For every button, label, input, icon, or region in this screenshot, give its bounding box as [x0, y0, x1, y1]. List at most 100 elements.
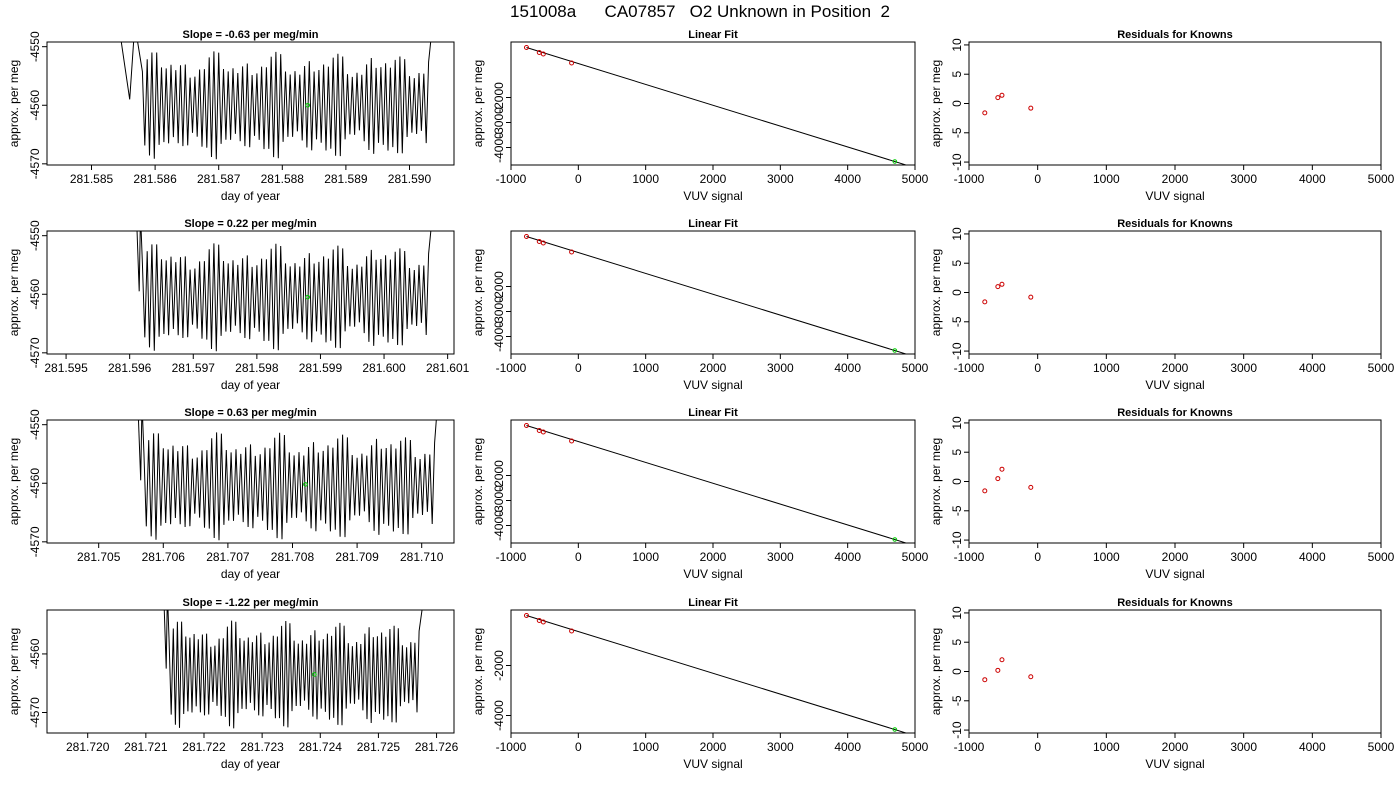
x-tick-label: -1000 — [954, 172, 985, 186]
plot-area — [137, 420, 437, 541]
x-tick-label: 5000 — [902, 361, 929, 375]
known-point — [536, 50, 542, 55]
known-point — [536, 239, 542, 244]
y-tick-label: -4550 — [28, 409, 42, 440]
x-tick-label: 0 — [1034, 361, 1041, 375]
x-tick-label: 3000 — [1230, 550, 1257, 564]
x-tick-label: 5000 — [902, 740, 929, 754]
y-tick-label: -10 — [950, 153, 964, 171]
known-point — [540, 51, 546, 57]
x-tick-label: 3000 — [767, 361, 794, 375]
plot-area — [982, 281, 1034, 305]
x-tick-label: 4000 — [1299, 550, 1326, 564]
y-tick-label: -4570 — [28, 526, 42, 557]
x-tick-label: 281.588 — [261, 172, 305, 186]
y-axis-title: approx. per meg — [7, 249, 21, 336]
panel-title: Residuals for Knowns — [1117, 218, 1233, 230]
unknown-point — [305, 294, 311, 300]
plot-frame — [46, 609, 455, 734]
y-tick-label: 10 — [950, 416, 964, 430]
x-axis-title: VUV signal — [683, 189, 742, 203]
y-axis-title: approx. per meg — [929, 628, 943, 715]
y-axis-title: approx. per meg — [471, 60, 485, 147]
x-tick-label: 0 — [575, 172, 582, 186]
known-point — [995, 95, 1001, 101]
x-tick-label: 281.725 — [357, 740, 401, 754]
x-tick-label: 2000 — [700, 550, 727, 564]
x-tick-label: 281.600 — [362, 361, 406, 375]
panel-title: Residuals for Knowns — [1117, 407, 1233, 419]
plot-area — [163, 610, 423, 729]
plot-area — [982, 466, 1034, 494]
y-tick-label: -5 — [950, 505, 964, 516]
plot-frame — [968, 230, 1382, 355]
x-tick-label: 2000 — [700, 361, 727, 375]
panel-title: Slope = -1.22 per meg/min — [182, 597, 318, 609]
panel-4-3: Residuals for Knowns -1000 0 1000 2000 3000 40… — [929, 597, 1395, 771]
y-axis-title: approx. per meg — [929, 60, 943, 147]
known-point — [569, 60, 575, 66]
y-tick-label: -4000 — [492, 700, 506, 731]
x-tick-label: 3000 — [767, 740, 794, 754]
data-trace — [163, 610, 423, 729]
x-tick-label: 281.597 — [172, 361, 216, 375]
x-tick-label: 3000 — [1230, 361, 1257, 375]
y-tick-label: -2000 — [492, 650, 506, 681]
x-tick-label: 1000 — [632, 550, 659, 564]
x-tick-label: 281.724 — [299, 740, 343, 754]
panel-2-3: Residuals for Knowns -1000 0 1000 2000 3000 40… — [929, 218, 1395, 392]
x-tick-label: 281.708 — [271, 550, 315, 564]
panel-1-1: Slope = -0.63 per meg/min 281.585 281.586 2… — [7, 29, 455, 203]
panel-4-2: Linear Fit -1000 0 1000 2000 3000 4000 5000 -400… — [471, 597, 929, 771]
y-tick-label: 10 — [950, 227, 964, 241]
x-tick-label: 3000 — [767, 550, 794, 564]
x-tick-label: 1000 — [632, 740, 659, 754]
x-tick-label: 5000 — [1368, 172, 1395, 186]
x-axis-title: day of year — [221, 378, 280, 392]
fit-line — [526, 47, 908, 165]
x-axis-title: VUV signal — [1145, 567, 1204, 581]
x-tick-label: 4000 — [1299, 361, 1326, 375]
x-axis-title: day of year — [221, 189, 280, 203]
x-tick-label: 5000 — [902, 172, 929, 186]
y-tick-label: -3000 — [492, 485, 506, 516]
x-tick-label: 2000 — [700, 172, 727, 186]
y-tick-label: -4550 — [28, 220, 42, 251]
x-tick-label: 5000 — [902, 550, 929, 564]
x-axis-title: VUV signal — [683, 757, 742, 771]
x-tick-label: -1000 — [954, 740, 985, 754]
y-tick-label: -4560 — [28, 279, 42, 310]
known-point — [523, 234, 529, 239]
y-tick-label: -2000 — [492, 271, 506, 302]
x-tick-label: 5000 — [1368, 361, 1395, 375]
known-point — [982, 677, 988, 683]
x-tick-label: 5000 — [1368, 740, 1395, 754]
x-tick-label: -1000 — [954, 361, 985, 375]
y-tick-label: -4000 — [492, 510, 506, 541]
y-tick-label: -4550 — [28, 31, 42, 62]
y-tick-label: -4570 — [28, 697, 42, 728]
x-tick-label: 5000 — [1368, 550, 1395, 564]
known-point — [999, 281, 1005, 287]
data-trace — [137, 420, 437, 541]
y-axis-title: approx. per meg — [471, 628, 485, 715]
unknown-point — [892, 537, 898, 542]
known-point — [982, 488, 988, 494]
known-point — [995, 284, 1001, 290]
x-tick-label: 281.709 — [335, 550, 379, 564]
x-tick-label: 4000 — [1299, 740, 1326, 754]
known-point — [999, 92, 1005, 98]
known-point — [540, 240, 546, 246]
y-tick-label: -5 — [950, 316, 964, 327]
y-tick-label: 5 — [950, 639, 964, 646]
panel-1-3: Residuals for Knowns -1000 0 1000 2000 3000 40… — [929, 29, 1395, 203]
plot-area — [523, 234, 908, 354]
x-tick-label: 281.601 — [426, 361, 470, 375]
x-tick-label: 0 — [575, 550, 582, 564]
known-point — [995, 476, 1001, 482]
known-point — [569, 438, 575, 444]
panel-title: Linear Fit — [688, 29, 738, 41]
unknown-point — [303, 482, 308, 487]
y-tick-label: -5 — [950, 127, 964, 138]
